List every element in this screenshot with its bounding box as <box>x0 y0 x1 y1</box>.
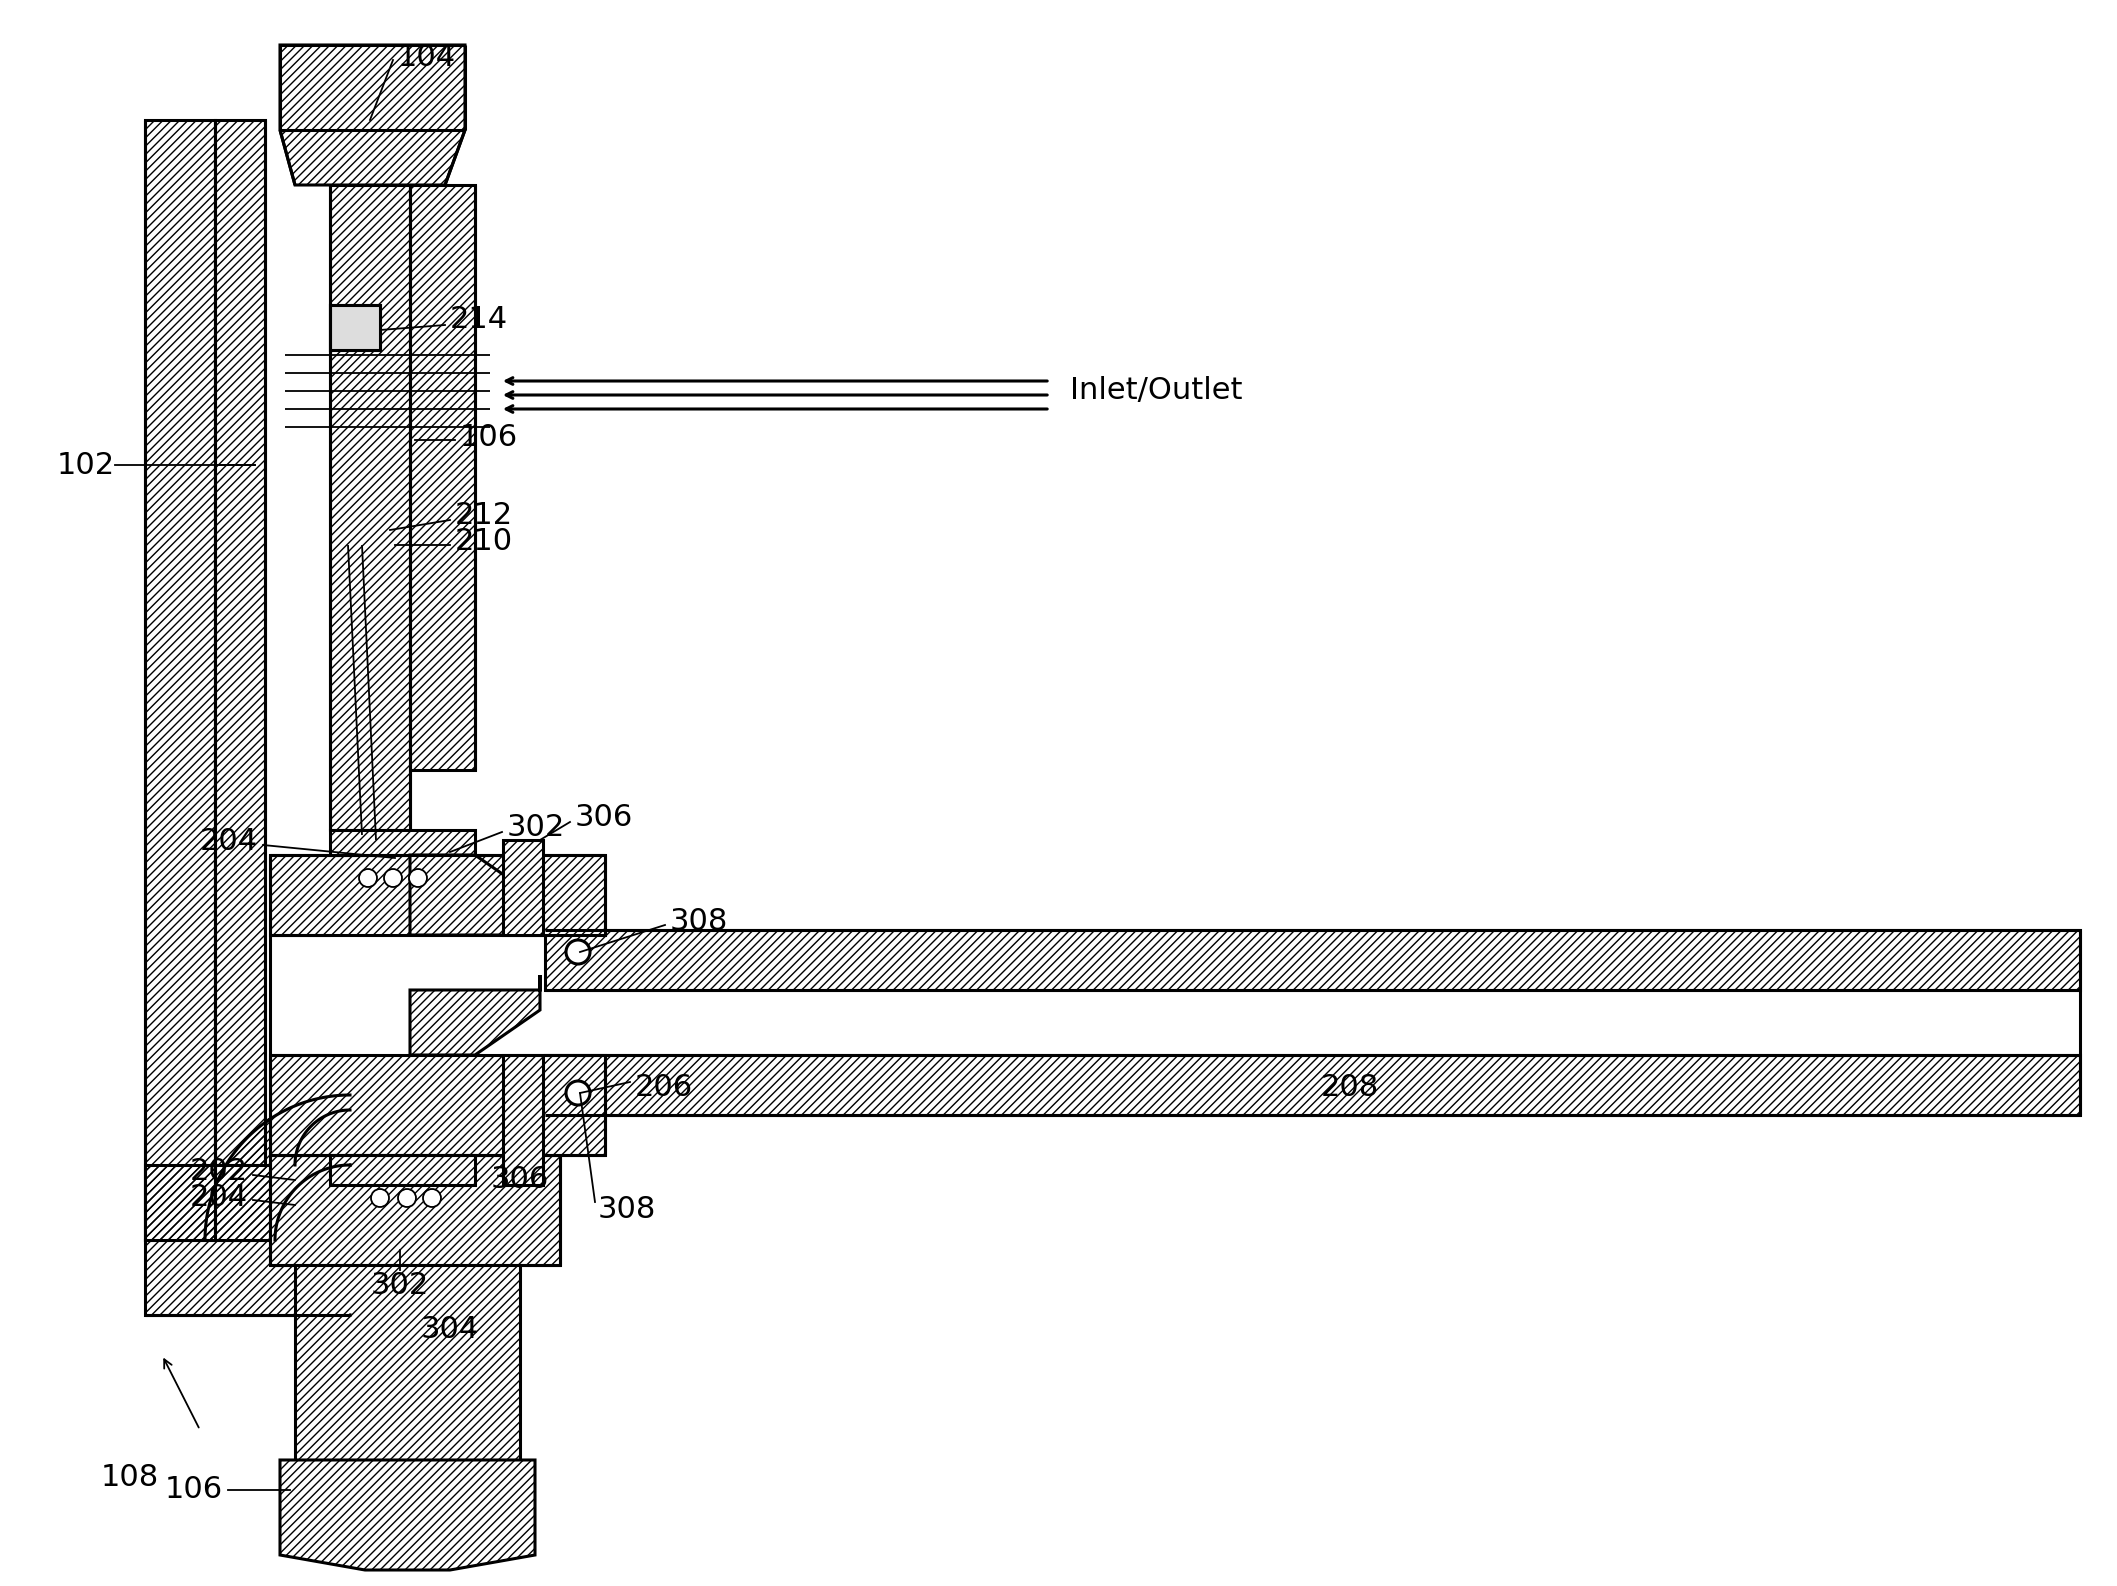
Text: 102: 102 <box>57 450 114 479</box>
Polygon shape <box>279 44 466 186</box>
Polygon shape <box>271 1155 561 1266</box>
Polygon shape <box>544 929 2081 990</box>
Polygon shape <box>504 1055 542 1185</box>
Polygon shape <box>544 1055 2081 1115</box>
Polygon shape <box>330 305 379 351</box>
Circle shape <box>370 1190 390 1207</box>
Text: 306: 306 <box>491 1166 548 1194</box>
Polygon shape <box>294 1110 349 1166</box>
Polygon shape <box>144 1166 216 1240</box>
Polygon shape <box>411 975 540 1055</box>
Polygon shape <box>144 121 216 1240</box>
Text: 214: 214 <box>451 306 508 335</box>
Polygon shape <box>271 855 605 936</box>
Polygon shape <box>144 1240 349 1315</box>
Text: 212: 212 <box>455 501 512 530</box>
Text: 304: 304 <box>421 1315 478 1345</box>
Text: 206: 206 <box>635 1074 692 1102</box>
Text: 106: 106 <box>459 423 519 452</box>
Polygon shape <box>216 1166 271 1240</box>
Polygon shape <box>411 186 474 769</box>
Polygon shape <box>294 1266 521 1461</box>
Text: 204: 204 <box>199 828 258 856</box>
Text: 306: 306 <box>576 804 633 833</box>
Text: 202: 202 <box>191 1158 248 1186</box>
Polygon shape <box>205 1094 349 1240</box>
Text: 106: 106 <box>165 1475 222 1505</box>
Circle shape <box>565 940 591 964</box>
Circle shape <box>409 869 428 887</box>
Text: 208: 208 <box>1321 1074 1378 1102</box>
Polygon shape <box>411 855 540 936</box>
Text: 204: 204 <box>191 1183 248 1212</box>
Circle shape <box>398 1190 417 1207</box>
Text: 302: 302 <box>506 814 565 842</box>
Polygon shape <box>504 841 542 936</box>
Polygon shape <box>330 186 411 829</box>
Circle shape <box>383 869 402 887</box>
Polygon shape <box>330 1155 474 1185</box>
Text: 210: 210 <box>455 528 512 557</box>
Circle shape <box>565 1082 591 1105</box>
Text: 308: 308 <box>597 1196 656 1224</box>
Text: 308: 308 <box>669 907 728 936</box>
Polygon shape <box>330 829 474 855</box>
Polygon shape <box>216 121 265 1166</box>
Polygon shape <box>279 1461 536 1570</box>
Text: Inlet/Outlet: Inlet/Outlet <box>1069 376 1243 404</box>
Circle shape <box>360 869 377 887</box>
Text: 104: 104 <box>398 43 455 73</box>
Polygon shape <box>271 1055 605 1155</box>
Circle shape <box>423 1190 440 1207</box>
Polygon shape <box>330 305 379 351</box>
Text: 108: 108 <box>102 1464 159 1492</box>
Text: 302: 302 <box>370 1270 430 1299</box>
